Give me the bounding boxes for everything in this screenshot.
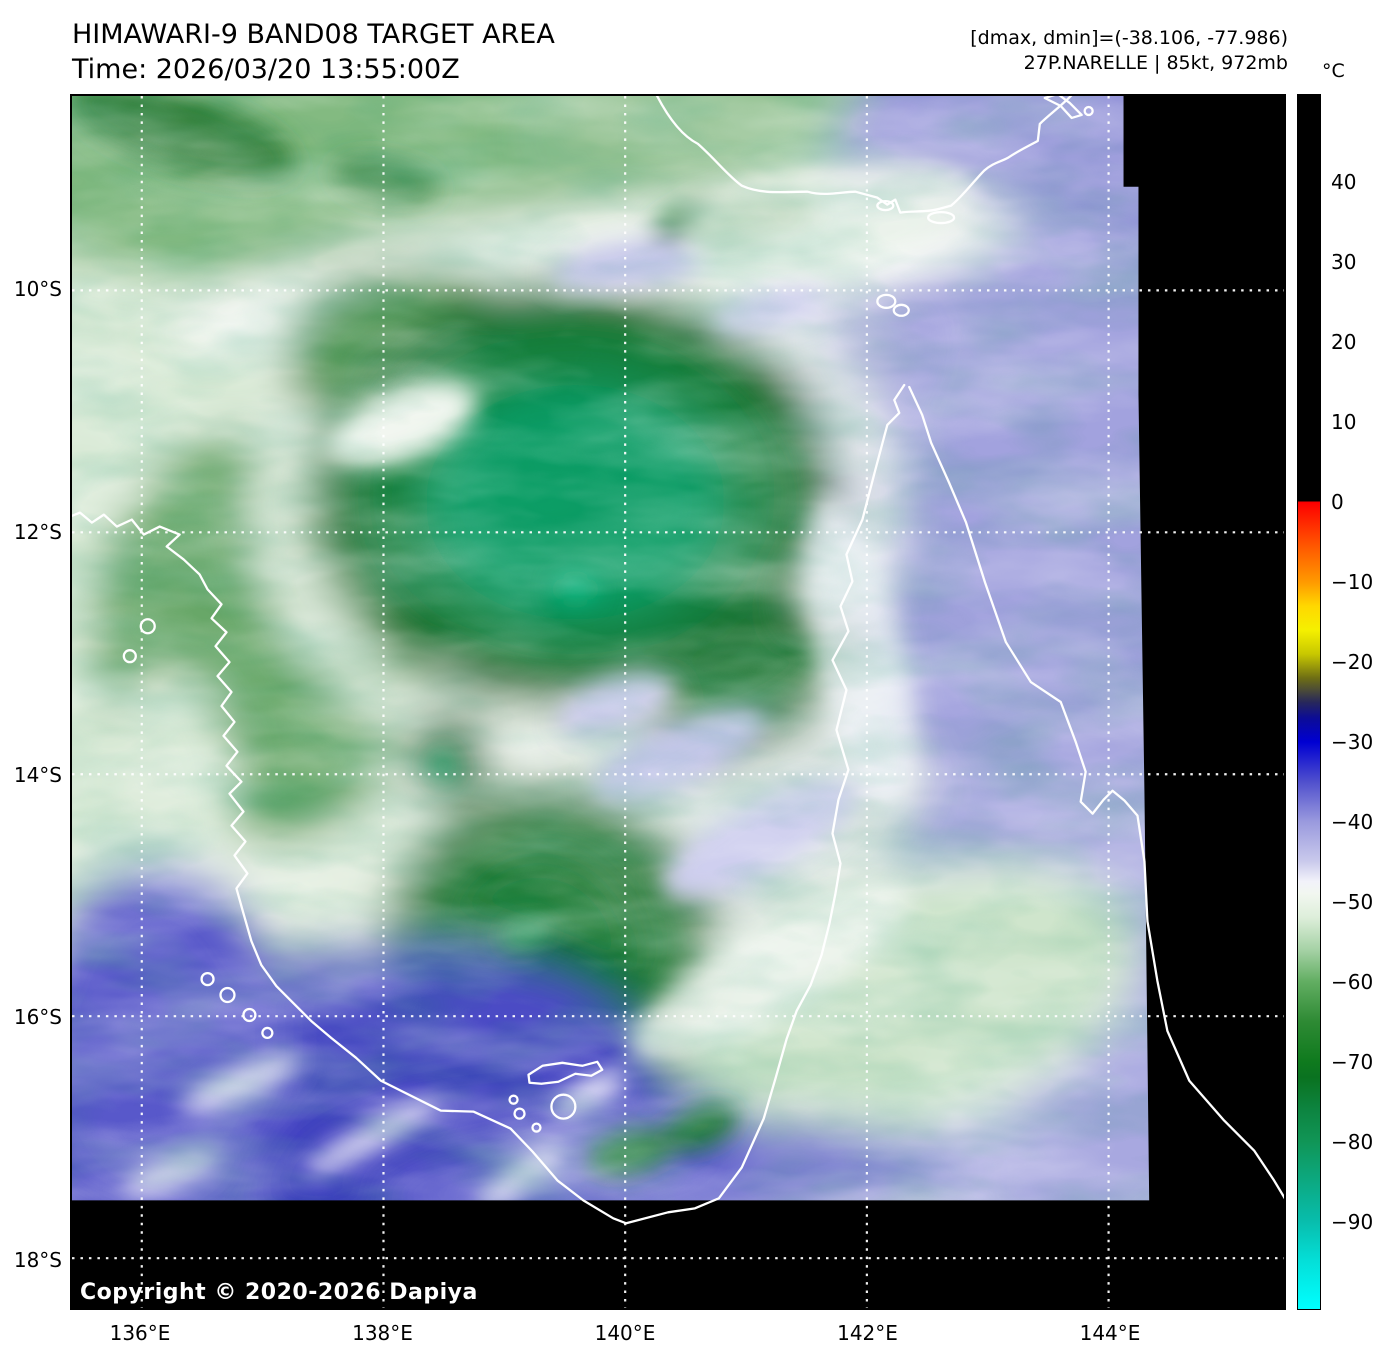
island-torres	[892, 303, 910, 317]
island	[927, 210, 956, 225]
colorbar-tick-label: −60	[1331, 970, 1374, 994]
colorbar-tick-label: −10	[1331, 570, 1374, 594]
graticule	[72, 96, 1284, 1308]
lat-tick-label: 12°S	[13, 519, 62, 544]
no-data-bottom-band	[72, 1200, 1284, 1308]
colorbar-tick-label: 40	[1331, 170, 1357, 194]
coastline-png	[655, 96, 1073, 214]
island	[531, 1122, 542, 1133]
island	[1083, 105, 1094, 117]
island	[122, 649, 137, 664]
colorbar-tick-label: −70	[1331, 1050, 1374, 1074]
dmax-dmin-label: [dmax, dmin]=(-38.106, -77.986)	[970, 27, 1288, 49]
lat-tick-label: 14°S	[13, 762, 62, 787]
colorbar-tick-label: −40	[1331, 810, 1374, 834]
colorbar-gradient	[1297, 94, 1321, 1310]
island-torres	[876, 293, 897, 309]
island-pellew	[242, 1007, 257, 1023]
colorbar-tick-label: −20	[1331, 650, 1374, 674]
storm-info-label: 27P.NARELLE | 85kt, 972mb	[1023, 52, 1288, 74]
colorbar-unit-label: °C	[1322, 60, 1345, 82]
satellite-map: Copyright © 2020-2026 Dapiya	[70, 94, 1286, 1310]
colorbar-tick-label: 20	[1331, 330, 1357, 354]
coastlines	[72, 96, 1284, 1225]
lat-tick-label: 10°S	[13, 277, 62, 301]
cloud-texture-dark	[72, 96, 1284, 1308]
colorbar-tick-label: 10	[1331, 410, 1357, 434]
coastline-australia-west	[72, 383, 906, 1225]
no-data-regions	[72, 96, 1284, 1308]
colorbar-tick-label: −50	[1331, 890, 1374, 914]
lon-tick-label: 138°E	[352, 1321, 413, 1345]
lon-tick-label: 136°E	[109, 1321, 171, 1345]
island	[876, 200, 895, 212]
colorbar-tick-label: −80	[1331, 1130, 1374, 1154]
lon-tick-label: 142°E	[837, 1321, 898, 1345]
satellite-scene	[72, 96, 1284, 1308]
page-title: HIMAWARI-9 BAND08 TARGET AREA	[72, 19, 555, 50]
lat-tick-label: 18°S	[13, 1248, 62, 1272]
colorbar-tick-label: 30	[1331, 250, 1357, 274]
no-data-right-band	[1123, 96, 1284, 1308]
island-mornington	[527, 1060, 604, 1085]
lon-tick-label: 140°E	[594, 1321, 656, 1345]
island	[508, 1094, 519, 1105]
copyright-label: Copyright © 2020-2026 Dapiya	[80, 1280, 478, 1305]
colorbar-tick-label: 0	[1331, 490, 1344, 514]
lon-tick-label: 144°E	[1079, 1321, 1141, 1345]
island-pellew	[200, 971, 215, 987]
island-pellew	[261, 1026, 274, 1040]
island	[139, 618, 156, 635]
island-pellew	[219, 986, 236, 1004]
colorbar-tick-label: −30	[1331, 730, 1374, 754]
coastline-png-islands	[1043, 96, 1083, 120]
island-bentinck	[550, 1093, 577, 1120]
coastline-australia-east	[908, 385, 1284, 1200]
timestamp-label: Time: 2026/03/20 13:55:00Z	[72, 54, 460, 85]
lat-tick-label: 16°S	[13, 1005, 62, 1030]
colorbar-tick-label: −90	[1331, 1210, 1374, 1234]
island	[513, 1107, 526, 1120]
